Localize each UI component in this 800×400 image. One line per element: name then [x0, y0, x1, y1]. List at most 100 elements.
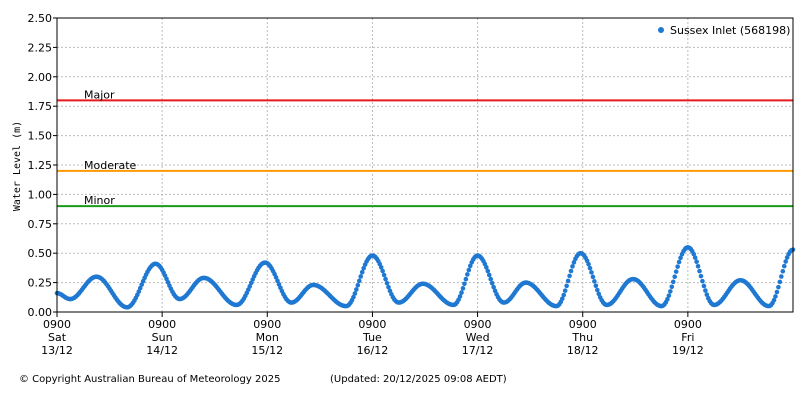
- data-point: [777, 279, 783, 285]
- x-tick-time: 0900: [253, 318, 281, 331]
- data-point: [559, 296, 565, 302]
- data-point: [587, 265, 593, 271]
- data-point: [781, 263, 787, 269]
- x-tick-day: Mon: [256, 331, 279, 344]
- y-tick-label: 1.75: [28, 100, 53, 113]
- x-tick-day: Tue: [362, 331, 382, 344]
- data-point: [776, 284, 781, 290]
- data-point: [276, 282, 282, 287]
- data-point: [694, 259, 699, 265]
- data-point: [355, 282, 361, 288]
- x-tick-day: Fri: [681, 331, 694, 344]
- grid: [57, 18, 793, 312]
- data-point: [354, 287, 359, 292]
- threshold-label-major: Major: [84, 88, 115, 101]
- x-tick-time: 0900: [358, 318, 386, 331]
- data-point: [356, 278, 362, 284]
- data-point: [570, 264, 575, 269]
- data-point: [672, 274, 678, 280]
- data-point: [698, 273, 704, 279]
- y-tick-label: 2.00: [28, 71, 53, 84]
- data-point: [564, 283, 569, 289]
- data-point: [136, 289, 142, 294]
- data-point: [384, 280, 390, 286]
- data-point: [463, 276, 469, 282]
- data-point: [669, 284, 675, 290]
- x-tick-date: 17/12: [462, 344, 494, 357]
- data-point: [565, 278, 571, 284]
- data-point: [586, 261, 591, 267]
- x-tick-time: 0900: [569, 318, 597, 331]
- y-axis-ticks: 0.00 0.25 0.50 0.75 1.00 1.25 1.50 1.75 2.00 2.25…: [28, 12, 57, 319]
- x-axis-ticks: 0900Sat13/120900Sun14/120900Mon15/120900…: [41, 312, 704, 357]
- data-point: [386, 284, 391, 290]
- data-point: [380, 268, 385, 274]
- x-tick-time: 0900: [148, 318, 176, 331]
- x-tick-day: Sat: [48, 331, 67, 344]
- y-tick-label: 1.25: [28, 159, 53, 172]
- data-point: [589, 270, 594, 275]
- data-point: [666, 293, 672, 298]
- y-tick-label: 2.25: [28, 41, 53, 54]
- data-point: [486, 272, 492, 278]
- data-point: [352, 291, 358, 296]
- legend-marker: [658, 27, 664, 33]
- threshold-label-moderate: Moderate: [84, 159, 137, 172]
- data-point: [673, 269, 679, 274]
- y-tick-label: 0.50: [28, 247, 53, 260]
- data-point: [568, 268, 574, 274]
- data-point: [697, 268, 702, 274]
- data-point: [703, 288, 708, 293]
- data-point: [780, 268, 786, 274]
- data-point: [466, 267, 472, 273]
- data-point: [774, 289, 780, 295]
- legend-label: Sussex Inlet (568198): [670, 24, 790, 37]
- data-point: [668, 289, 673, 294]
- x-tick-date: 18/12: [567, 344, 599, 357]
- data-point: [381, 272, 387, 278]
- data-points: [54, 245, 796, 310]
- data-point: [351, 294, 356, 300]
- data-point: [700, 278, 705, 284]
- data-point: [773, 294, 778, 299]
- data-point: [678, 255, 683, 261]
- x-tick-time: 0900: [674, 318, 702, 331]
- y-tick-label: 0.00: [28, 306, 53, 319]
- data-point: [489, 280, 495, 286]
- data-point: [695, 263, 701, 269]
- data-point: [567, 273, 572, 279]
- data-point: [593, 283, 599, 289]
- x-tick-day: Sun: [152, 331, 173, 344]
- updated-text: (Updated: 20/12/2025 09:08 AEDT): [330, 374, 507, 385]
- legend: Sussex Inlet (568198): [658, 24, 790, 37]
- data-point: [488, 276, 494, 282]
- x-tick-date: 15/12: [251, 344, 283, 357]
- y-tick-label: 2.50: [28, 12, 53, 25]
- data-point: [459, 290, 464, 295]
- data-point: [571, 260, 577, 265]
- data-point: [771, 297, 777, 303]
- x-tick-date: 16/12: [357, 344, 389, 357]
- y-tick-label: 0.25: [28, 277, 53, 290]
- data-point: [704, 292, 710, 297]
- threshold-lines: Major Moderate Minor: [57, 88, 793, 208]
- x-tick-day: Thu: [571, 331, 593, 344]
- data-point: [275, 278, 280, 284]
- data-point: [670, 279, 676, 285]
- data-point: [485, 268, 491, 274]
- data-point: [595, 287, 600, 293]
- data-point: [378, 265, 384, 270]
- threshold-label-minor: Minor: [84, 194, 115, 207]
- x-tick-day: Wed: [466, 331, 490, 344]
- x-tick-date: 19/12: [672, 344, 704, 357]
- y-axis-label: Water Level (m): [12, 121, 23, 211]
- data-point: [491, 284, 496, 290]
- y-tick-label: 1.00: [28, 188, 53, 201]
- data-point: [592, 279, 597, 284]
- x-tick-time: 0900: [43, 318, 71, 331]
- data-point: [273, 275, 279, 280]
- x-tick-date: 14/12: [146, 344, 178, 357]
- data-point: [584, 258, 590, 264]
- data-point: [484, 265, 489, 270]
